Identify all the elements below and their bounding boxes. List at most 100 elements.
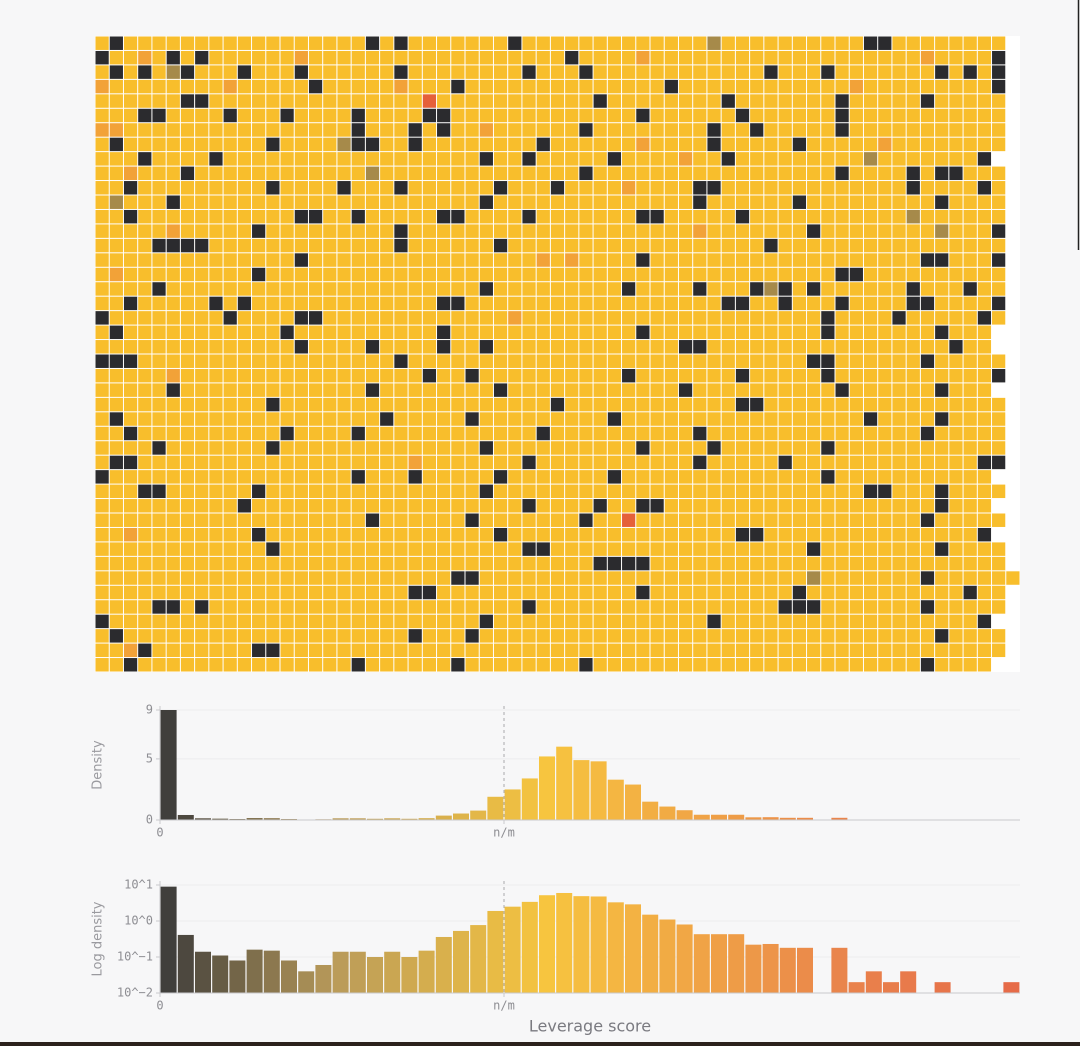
cell: [536, 600, 550, 614]
cell: [622, 224, 636, 238]
cell: [394, 238, 408, 253]
bar: [642, 914, 659, 993]
cell: [138, 658, 152, 672]
cell: [636, 658, 650, 672]
cell: [863, 527, 878, 542]
cell: [195, 658, 209, 672]
cell: [764, 513, 778, 527]
cell: [266, 614, 280, 629]
cell: [294, 209, 308, 224]
cell: [493, 484, 508, 499]
cell: [380, 614, 394, 629]
cell: [920, 383, 935, 397]
cell: [266, 499, 280, 513]
cell: [451, 527, 465, 542]
cell: [280, 267, 294, 282]
cell: [123, 542, 138, 556]
cell: [451, 296, 465, 311]
cell: [593, 195, 607, 209]
cell: [949, 658, 963, 672]
cell: [565, 527, 579, 542]
bar: [504, 906, 521, 993]
cell: [508, 499, 522, 513]
cell: [465, 65, 479, 79]
cell: [280, 614, 294, 629]
cell: [308, 238, 323, 253]
cell: [280, 181, 294, 195]
cell: [152, 36, 166, 50]
cell: [422, 571, 437, 585]
cell: [849, 542, 863, 556]
cell: [878, 614, 892, 629]
cell: [935, 499, 949, 513]
cell: [977, 209, 992, 224]
cell: [380, 484, 394, 499]
cell: [493, 325, 508, 340]
cell: [949, 441, 963, 455]
cell: [607, 484, 622, 499]
cell: [750, 585, 764, 600]
cell: [408, 224, 422, 238]
cell: [180, 470, 195, 484]
cell: [493, 195, 508, 209]
cell: [493, 383, 508, 397]
cell: [650, 36, 664, 50]
cell: [878, 50, 892, 65]
cell: [721, 556, 735, 571]
bar: [349, 951, 366, 993]
cell: [949, 585, 963, 600]
cell: [607, 209, 622, 224]
cell: [437, 527, 451, 542]
bar: [625, 904, 641, 993]
cell: [479, 542, 493, 556]
cell: [437, 325, 451, 340]
cell: [579, 166, 593, 181]
cell: [764, 542, 778, 556]
cell: [365, 571, 380, 585]
cell: [807, 426, 821, 441]
cell: [693, 340, 707, 354]
cell: [437, 267, 451, 282]
cell: [650, 311, 664, 325]
cell: [693, 585, 707, 600]
cell: [123, 441, 138, 455]
cell: [650, 629, 664, 643]
cell: [209, 224, 223, 238]
cell: [849, 643, 863, 658]
cell: [451, 166, 465, 181]
cell: [337, 340, 351, 354]
cell: [650, 571, 664, 585]
cell: [536, 585, 550, 600]
cell: [992, 455, 1006, 470]
cell: [593, 152, 607, 166]
cell: [337, 65, 351, 79]
cell: [992, 311, 1006, 325]
cell: [963, 224, 977, 238]
cell: [308, 267, 323, 282]
cell: [351, 137, 365, 152]
cell: [878, 340, 892, 354]
cell: [550, 629, 565, 643]
cell: [593, 123, 607, 137]
cell: [237, 643, 252, 658]
cell: [365, 585, 380, 600]
cell: [308, 181, 323, 195]
bar: [435, 815, 452, 820]
cell: [622, 195, 636, 209]
cell: [180, 658, 195, 672]
cell: [337, 181, 351, 195]
cell: [863, 108, 878, 123]
cell: [237, 470, 252, 484]
bar: [676, 810, 693, 820]
cell: [337, 614, 351, 629]
cell: [906, 340, 920, 354]
cell: [166, 470, 180, 484]
cell: [237, 383, 252, 397]
cell: [522, 412, 536, 426]
cell: [949, 383, 963, 397]
cell: [693, 600, 707, 614]
cell: [678, 383, 693, 397]
cell: [536, 94, 550, 108]
bar: [797, 817, 813, 820]
cell: [707, 470, 721, 484]
